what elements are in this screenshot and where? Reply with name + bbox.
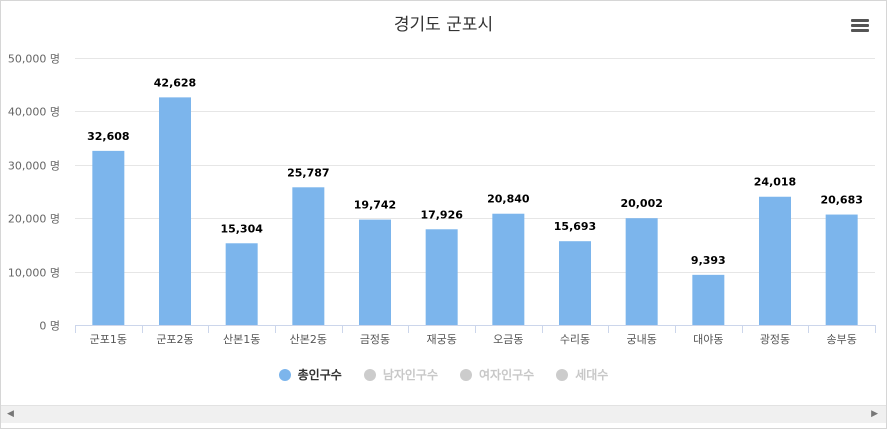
x-tick-label: 대야동	[693, 333, 723, 346]
data-label: 42,628	[154, 76, 196, 89]
data-label: 20,683	[820, 194, 862, 207]
legend-dot-icon	[460, 368, 473, 381]
x-tick-label: 군포2동	[156, 333, 193, 346]
legend-item-households[interactable]: 세대수	[556, 366, 608, 383]
data-label: 17,926	[420, 208, 463, 221]
x-tick-label: 재궁동	[426, 333, 456, 346]
x-tick-label: 광정동	[760, 333, 790, 346]
bar[interactable]	[159, 97, 191, 325]
legend-dot-icon	[556, 368, 569, 381]
x-tick-label: 송부동	[826, 333, 856, 346]
legend-label: 세대수	[575, 368, 609, 382]
legend-dot-icon	[363, 368, 376, 381]
scroll-left-arrow-icon[interactable]: ◀	[7, 409, 14, 419]
y-tick-label: 30,000 명	[8, 160, 60, 173]
horizontal-scrollbar[interactable]: ◀ ▶	[1, 405, 886, 423]
legend-dot-icon	[278, 368, 291, 381]
data-label: 15,693	[554, 220, 596, 233]
data-label: 20,840	[487, 193, 530, 206]
legend-item-total[interactable]: 총인구수	[278, 366, 342, 383]
scroll-right-arrow-icon[interactable]: ▶	[871, 409, 878, 419]
x-tick-label: 금정동	[360, 333, 390, 346]
bar[interactable]	[92, 150, 125, 325]
data-label: 19,742	[354, 199, 396, 212]
data-label: 20,002	[620, 197, 662, 210]
bar[interactable]	[692, 274, 725, 325]
bar[interactable]	[825, 214, 858, 325]
legend: 총인구수 남자인구수 여자인구수 세대수	[0, 366, 887, 383]
bar[interactable]	[359, 219, 391, 325]
data-label: 9,393	[691, 254, 726, 267]
bar[interactable]	[492, 213, 525, 325]
x-tick-label: 산본1동	[223, 333, 260, 346]
y-tick-label: 10,000 명	[8, 267, 60, 280]
x-tick-label: 군포1동	[90, 333, 127, 346]
bar[interactable]	[759, 196, 791, 325]
data-label: 24,018	[754, 176, 796, 189]
legend-label: 남자인구수	[382, 368, 439, 382]
x-tick-label: 오금동	[493, 333, 523, 346]
legend-item-male[interactable]: 남자인구수	[363, 366, 439, 383]
bar[interactable]	[292, 187, 325, 325]
x-tick-label: 궁내동	[626, 333, 656, 346]
y-tick-label: 0 명	[39, 320, 60, 333]
legend-item-female[interactable]: 여자인구수	[460, 366, 534, 383]
data-label: 32,608	[87, 130, 129, 143]
bar[interactable]	[559, 241, 591, 325]
bar[interactable]	[425, 229, 458, 325]
bar[interactable]	[625, 218, 658, 325]
data-label: 15,304	[220, 222, 263, 235]
legend-label: 여자인구수	[479, 368, 535, 382]
legend-label: 총인구수	[297, 368, 342, 382]
y-tick-label: 50,000 명	[8, 53, 60, 66]
bar[interactable]	[225, 243, 258, 325]
data-label: 25,787	[287, 166, 329, 179]
y-tick-label: 40,000 명	[8, 106, 60, 119]
chart-title: 경기도 군포시	[393, 15, 494, 35]
y-tick-label: 20,000 명	[8, 213, 60, 226]
hamburger-menu-icon[interactable]	[851, 19, 869, 33]
x-tick-label: 수리동	[560, 333, 590, 346]
x-tick-label: 산본2동	[290, 333, 327, 346]
